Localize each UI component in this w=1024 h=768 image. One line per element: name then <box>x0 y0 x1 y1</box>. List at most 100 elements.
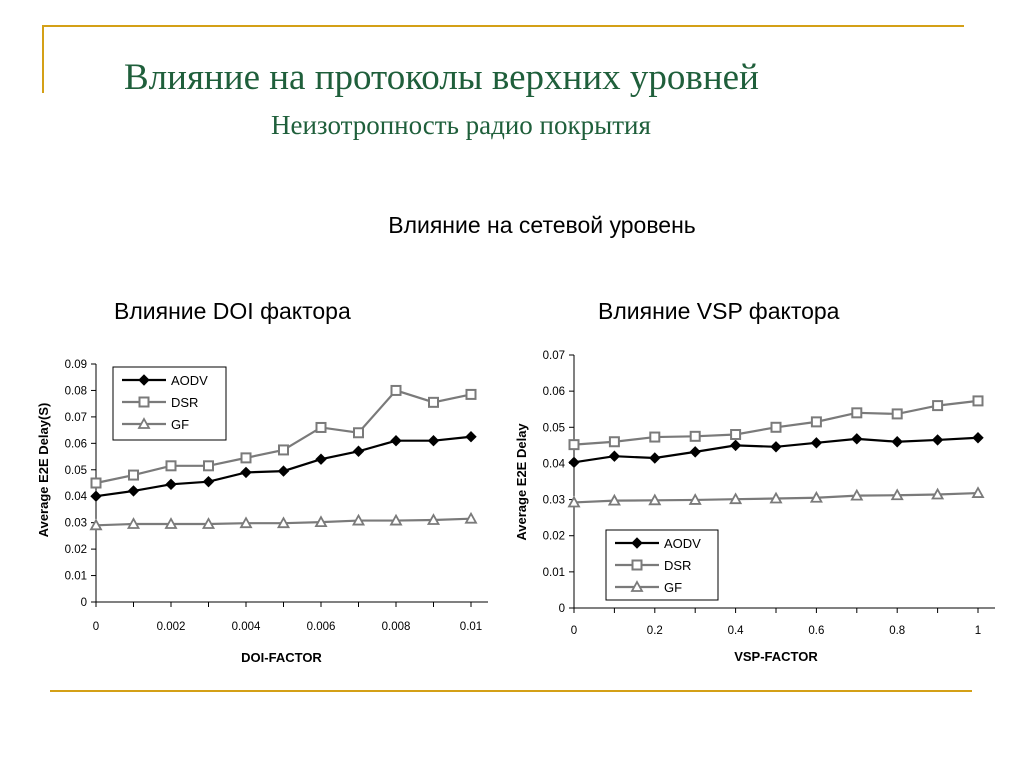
doi-x-tick-label: 0.008 <box>382 621 411 633</box>
doi-y-tick-label: 0.09 <box>65 359 87 371</box>
vsp-legend: AODV DSR GF <box>605 529 719 601</box>
vsp-dsr-point <box>810 416 822 428</box>
doi-x-tick-label: 0.002 <box>157 621 186 633</box>
doi-dsr-point <box>90 477 102 489</box>
vsp-y-tick-label: 0.02 <box>543 531 565 543</box>
doi-dsr-point <box>240 452 252 464</box>
section-heading: Влияние на сетевой уровень <box>388 212 696 238</box>
vsp-aodv-point <box>931 434 944 446</box>
doi-y-tick-label: 0.08 <box>65 385 87 397</box>
vsp-series-aodv <box>568 432 984 469</box>
doi-legend-gf-label: GF <box>171 417 189 432</box>
doi-legend-dsr-label: DSR <box>171 395 198 410</box>
vsp-dsr-point <box>689 430 701 442</box>
vsp-aodv-point <box>891 436 903 448</box>
vsp-legend-gf-marker <box>630 580 644 592</box>
vsp-factor-chart: 0 0.01 0.02 0.03 0.04 0.05 0.06 0.07 0 0.2 0.4 0.6 0… <box>514 350 995 664</box>
vsp-series-dsr <box>568 395 984 451</box>
doi-aodv-point <box>352 445 365 457</box>
doi-dsr-point <box>128 469 139 481</box>
left-panel-heading: Влияние DOI фактора <box>114 298 351 324</box>
vsp-dsr-point <box>649 431 661 443</box>
vsp-gf-point <box>567 495 581 508</box>
slide-subtitle: Неизотропность радио покрытия <box>271 110 651 140</box>
doi-aodv-point <box>165 478 177 491</box>
vsp-aodv-point <box>608 450 621 462</box>
doi-dsr-point <box>465 388 477 400</box>
doi-dsr-point <box>165 460 177 472</box>
vsp-gf-point <box>769 491 783 504</box>
vsp-x-tick-label: 0.4 <box>728 625 745 637</box>
vsp-y-axis-label: Average E2E Delay <box>514 423 529 541</box>
doi-series-dsr <box>90 384 477 489</box>
vsp-legend-aodv-label: AODV <box>664 536 701 551</box>
doi-x-axis-label: DOI-FACTOR <box>241 650 322 665</box>
doi-x-tick-label: 0 <box>93 621 99 633</box>
doi-legend-box <box>112 366 227 441</box>
vsp-dsr-point <box>972 395 984 407</box>
vsp-aodv-point <box>729 439 742 452</box>
doi-series-gf <box>89 511 478 531</box>
doi-gf-point <box>276 516 291 529</box>
doi-dsr-point <box>278 444 289 456</box>
vsp-aodv-point <box>689 446 701 458</box>
vsp-gf-point <box>971 486 985 498</box>
vsp-dsr-point <box>608 436 620 448</box>
vsp-dsr-point <box>891 408 903 420</box>
doi-x-tick-label: 0.01 <box>460 621 482 633</box>
vsp-gf-point <box>648 493 662 506</box>
doi-legend-dsr-marker <box>138 396 150 408</box>
doi-aodv-point <box>90 490 102 502</box>
vsp-aodv-point <box>649 452 661 464</box>
vsp-gf-point <box>688 493 702 505</box>
doi-y-tick-label: 0.03 <box>65 518 87 530</box>
vsp-x-tick-label: 0.8 <box>889 625 905 637</box>
vsp-x-axis-label: VSP-FACTOR <box>734 649 818 664</box>
doi-aodv-point <box>202 475 215 488</box>
vsp-aodv-point <box>851 433 863 445</box>
vsp-dsr-point <box>568 439 580 451</box>
doi-gf-point <box>389 513 403 526</box>
bottom-accent-line <box>50 690 972 692</box>
vsp-y-tick-label: 0.04 <box>543 458 566 470</box>
vsp-y-tick-label: 0.01 <box>543 567 565 579</box>
doi-y-tick-label: 0.07 <box>65 412 87 424</box>
vsp-aodv-point <box>972 432 984 444</box>
vsp-dsr-point <box>770 421 782 433</box>
doi-y-tick-label: 0.05 <box>65 465 87 477</box>
left-accent-line <box>42 25 44 93</box>
doi-gf-point <box>351 513 366 526</box>
doi-gf-point <box>239 516 253 529</box>
slide-title: Влияние на протоколы верхних уровней <box>124 57 759 98</box>
doi-series-aodv <box>90 431 477 502</box>
vsp-gf-point <box>729 492 743 505</box>
vsp-legend-dsr-label: DSR <box>664 558 691 573</box>
vsp-aodv-point <box>810 437 823 449</box>
doi-gf-point <box>464 511 478 524</box>
right-panel-heading: Влияние VSP фактора <box>598 298 840 324</box>
doi-legend: AODV DSR GF <box>112 366 227 441</box>
vsp-y-tick-label: 0.06 <box>543 386 565 398</box>
doi-y-tick-label: 0.04 <box>65 491 88 503</box>
vsp-x-tick-label: 1 <box>975 625 981 637</box>
doi-gf-point <box>314 515 328 528</box>
vsp-series-gf <box>567 486 985 508</box>
doi-y-axis-label: Average E2E Delay(S) <box>36 403 51 538</box>
doi-gf-point <box>126 517 141 529</box>
vsp-aodv-point <box>770 441 782 453</box>
vsp-gf-point <box>931 487 945 500</box>
doi-gf-point <box>426 513 441 525</box>
doi-y-tick-label: 0.02 <box>65 544 87 556</box>
doi-factor-chart: 0 0.01 0.02 0.03 0.04 0.05 0.06 0.07 0.08 0.09 0 0.… <box>36 359 488 665</box>
vsp-gf-point <box>890 488 904 501</box>
doi-dsr-point <box>390 384 402 396</box>
vsp-y-tick-label: 0.07 <box>543 350 565 362</box>
doi-gf-point <box>89 518 103 531</box>
doi-legend-aodv-marker <box>138 374 150 386</box>
doi-aodv-point <box>465 431 477 443</box>
top-accent-line <box>42 25 964 27</box>
vsp-dsr-point <box>932 400 944 412</box>
vsp-aodv-point <box>568 456 580 469</box>
doi-aodv-point <box>315 453 327 465</box>
doi-legend-gf-marker <box>137 417 151 429</box>
